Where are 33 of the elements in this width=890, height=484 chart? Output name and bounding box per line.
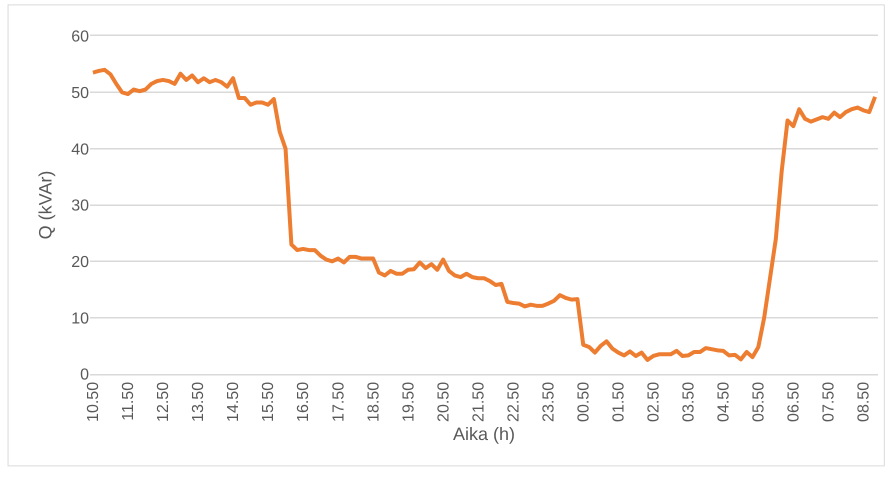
x-tick-label: 01.50: [610, 382, 628, 422]
y-tick-label: 60: [71, 28, 90, 46]
y-tick-label: 50: [71, 84, 90, 102]
x-tick-label: 07.50: [820, 382, 838, 422]
x-tick-label: 22.50: [505, 382, 522, 422]
x-tick-label: 03.50: [680, 382, 698, 422]
x-tick-label: 14.50: [225, 382, 242, 422]
x-tick-label: 08.50: [856, 382, 873, 422]
x-axis-title: Aika (h): [452, 424, 516, 444]
line-series: [90, 68, 878, 362]
x-tick-label: 16.50: [295, 382, 312, 422]
x-tick-label: 19.50: [400, 382, 418, 422]
x-tick-label: 21.50: [470, 382, 488, 422]
x-tick-label: 18.50: [365, 382, 382, 422]
y-tick-label: 30: [71, 198, 90, 215]
x-tick-label: 10.50: [85, 382, 102, 422]
x-tick-label: 23.50: [540, 382, 558, 422]
x-tick-label: 11.50: [120, 382, 138, 421]
x-tick-label: 17.50: [330, 382, 348, 422]
x-tick-label: 20.50: [435, 382, 452, 422]
x-tick-label: 06.50: [786, 382, 803, 422]
y-axis-title: Q (kVAr): [35, 170, 56, 240]
x-tick-label: 00.50: [575, 382, 592, 422]
x-tick-label: 15.50: [260, 382, 278, 422]
x-tick-label: 12.50: [155, 382, 172, 422]
x-tick-label: 13.50: [190, 382, 208, 422]
y-tick-label: 20: [71, 254, 90, 271]
y-tick-label: 10: [71, 310, 90, 328]
x-tick-label: 04.50: [716, 382, 733, 422]
y-tick-label: 40: [71, 141, 90, 158]
x-tick-label: 02.50: [645, 382, 662, 422]
x-tick-label: 05.50: [750, 382, 768, 422]
y-tick-label: 0: [80, 366, 90, 384]
